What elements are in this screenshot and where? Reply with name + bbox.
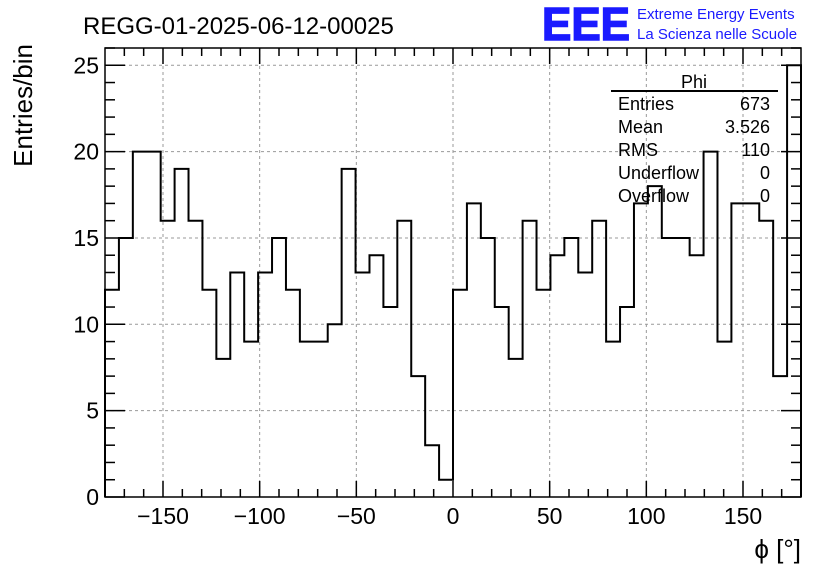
x-axis-label: ϕ [°] bbox=[754, 534, 801, 564]
x-tick-label: −150 bbox=[137, 503, 189, 529]
x-tick-label: 100 bbox=[627, 503, 665, 529]
stats-overflow-label: Overflow bbox=[618, 186, 690, 206]
run-title: REGG-01-2025-06-12-00025 bbox=[83, 13, 394, 40]
histogram-outline bbox=[104, 64, 802, 497]
stats-mean-value: 3.526 bbox=[725, 117, 770, 137]
stats-underflow-label: Underflow bbox=[618, 163, 700, 183]
stats-title: Phi bbox=[681, 72, 707, 92]
stats-rms-label: RMS bbox=[618, 140, 658, 160]
logo-line-1: Extreme Energy Events bbox=[637, 6, 795, 23]
logo-line-2: La Scienza nelle Scuole bbox=[637, 26, 797, 43]
y-tick-label: 10 bbox=[73, 311, 99, 337]
y-tick-label: 20 bbox=[73, 139, 99, 165]
eee-logo: EEE Extreme Energy Events La Scienza nel… bbox=[541, 0, 797, 51]
y-tick-label: 25 bbox=[73, 52, 99, 78]
stats-overflow-value: 0 bbox=[760, 186, 770, 206]
x-tick-label: 50 bbox=[537, 503, 563, 529]
stats-entries-label: Entries bbox=[618, 94, 674, 114]
y-tick-label: 15 bbox=[73, 225, 99, 251]
stats-underflow-value: 0 bbox=[760, 163, 770, 183]
y-tick-label: 0 bbox=[86, 484, 99, 510]
stats-box: Phi Entries 673 Mean 3.526 RMS 110 Under… bbox=[611, 72, 778, 206]
stats-rms-value: 110 bbox=[741, 140, 770, 160]
x-tick-label: 0 bbox=[447, 503, 460, 529]
y-axis-label: Entries/bin bbox=[8, 44, 38, 167]
stats-entries-value: 673 bbox=[740, 94, 770, 114]
stats-mean-label: Mean bbox=[618, 117, 663, 137]
eee-logo-mark: EEE bbox=[542, 0, 630, 50]
y-axis: 0 5 10 15 20 25 bbox=[73, 47, 801, 510]
x-axis: −150 −100 −50 0 50 100 150 bbox=[123, 48, 783, 529]
x-tick-label: −50 bbox=[337, 503, 376, 529]
x-tick-label: −100 bbox=[234, 503, 286, 529]
x-tick-label: 150 bbox=[724, 503, 762, 529]
y-tick-label: 5 bbox=[86, 398, 99, 424]
